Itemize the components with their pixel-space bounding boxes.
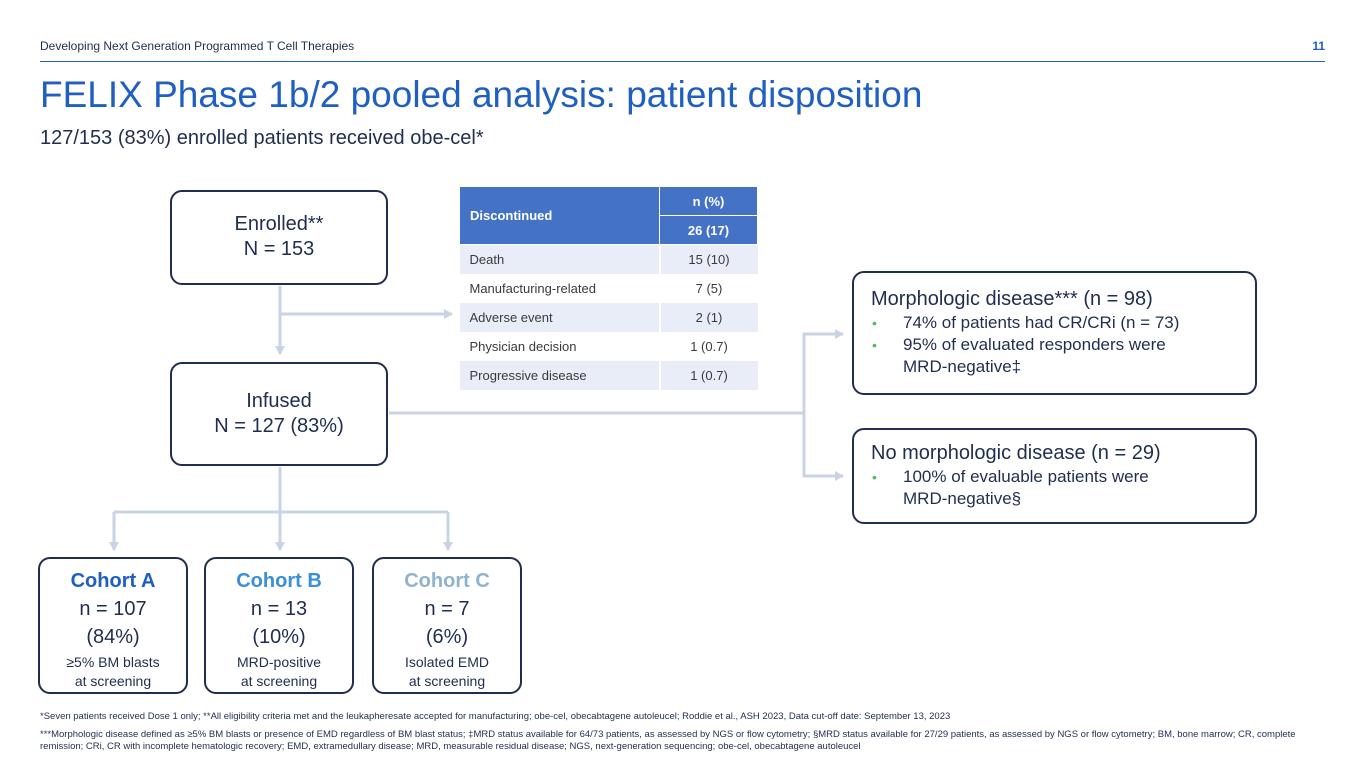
reason-cell: Progressive disease xyxy=(459,360,660,390)
cohort-b-box: Cohort B n = 13 (10%) MRD-positive at sc… xyxy=(204,557,354,694)
cohort-c-desc-line1: Isolated EMD xyxy=(404,654,490,670)
value-cell: 1 (0.7) xyxy=(658,331,758,361)
no-morphologic-bullet-1-line1: 100% of evaluable patients were xyxy=(903,467,1149,486)
cohort-a-n: n = 107 xyxy=(79,598,147,620)
footnote-1: *Seven patients received Dose 1 only; **… xyxy=(40,711,951,722)
enrolled-label: Enrolled** xyxy=(234,213,324,235)
header-divider xyxy=(40,61,1325,62)
slide-subtitle: 127/153 (83%) enrolled patients received… xyxy=(40,127,484,149)
cohort-b-desc-line2: at screening xyxy=(240,673,318,689)
cohort-b-name: Cohort B xyxy=(236,570,322,592)
morphologic-bullet-1-text: 74% of patients had CR/CRi (n = 73) xyxy=(903,313,1180,332)
reason-cell: Adverse event xyxy=(459,302,660,332)
cohort-a-name: Cohort A xyxy=(70,570,156,592)
morphologic-bullet-2: • 95% of evaluated responders were MRD-n… xyxy=(871,334,1255,378)
table-row: Death 15 (10) xyxy=(459,244,758,274)
table-row: Manufacturing-related 7 (5) xyxy=(459,273,758,303)
cohort-a-desc-line2: at screening xyxy=(74,673,152,689)
cohort-c-name: Cohort C xyxy=(404,570,490,592)
value-cell: 2 (1) xyxy=(658,302,758,332)
footnote-2: ***Morphologic disease defined as ≥5% BM… xyxy=(40,729,1296,752)
no-morphologic-bullet-1: • 100% of evaluable patients were MRD-ne… xyxy=(871,466,1255,510)
enrolled-box: Enrolled** N = 153 xyxy=(170,190,388,285)
discontinued-total: 26 (17) xyxy=(659,215,758,245)
cohort-b-percent: (10%) xyxy=(252,626,306,648)
morphologic-bullet-1: • 74% of patients had CR/CRi (n = 73) xyxy=(871,312,1255,334)
no-morphologic-disease-box: No morphologic disease (n = 29) • 100% o… xyxy=(852,428,1257,524)
value-cell: 7 (5) xyxy=(658,273,758,303)
cohort-b-n: n = 13 xyxy=(250,598,308,620)
morphologic-disease-box: Morphologic disease*** (n = 98) • 74% of… xyxy=(852,271,1257,395)
infused-box: Infused N = 127 (83%) xyxy=(170,362,388,466)
cohort-a-percent: (84%) xyxy=(86,626,140,648)
no-morphologic-title: No morphologic disease (n = 29) xyxy=(871,442,1161,464)
n-percent-header: n (%) xyxy=(659,186,758,216)
reason-cell: Death xyxy=(459,244,660,274)
page-number: 11 xyxy=(1312,39,1325,53)
no-morphologic-bullet-1-line2: MRD-negative§ xyxy=(903,489,1022,508)
discontinued-header: Discontinued xyxy=(459,186,660,245)
cohort-a-desc-line1: ≥5% BM blasts xyxy=(66,654,160,670)
discontinued-table: Discontinued n (%) 26 (17) Death 15 (10)… xyxy=(459,186,758,390)
header-title: Developing Next Generation Programmed T … xyxy=(40,39,355,53)
cohort-a-box: Cohort A n = 107 (84%) ≥5% BM blasts at … xyxy=(38,557,188,694)
value-cell: 1 (0.7) xyxy=(658,360,758,390)
cohort-b-desc-line1: MRD-positive xyxy=(236,654,321,670)
cohort-c-percent: (6%) xyxy=(425,626,469,648)
bullet-dot-icon: • xyxy=(872,469,877,485)
morphologic-title: Morphologic disease*** (n = 98) xyxy=(871,288,1153,310)
connector-infused-disease xyxy=(389,329,844,415)
cohort-c-box: Cohort C n = 7 (6%) Isolated EMD at scre… xyxy=(372,557,522,694)
connector-infused-no-disease xyxy=(802,413,844,481)
value-cell: 15 (10) xyxy=(658,244,758,274)
infused-label: Infused xyxy=(246,390,312,412)
bullet-dot-icon: • xyxy=(872,315,877,331)
bullet-dot-icon: • xyxy=(872,337,877,353)
reason-cell: Physician decision xyxy=(459,331,660,361)
table-row: Adverse event 2 (1) xyxy=(459,302,758,332)
reason-cell: Manufacturing-related xyxy=(459,273,660,303)
cohort-c-n: n = 7 xyxy=(424,598,470,620)
infused-count: N = 127 (83%) xyxy=(214,415,344,437)
table-row: Physician decision 1 (0.7) xyxy=(459,331,758,361)
table-row: Progressive disease 1 (0.7) xyxy=(459,360,758,390)
enrolled-count: N = 153 xyxy=(243,238,315,260)
slide-title: FELIX Phase 1b/2 pooled analysis: patien… xyxy=(40,74,923,115)
cohort-c-desc-line2: at screening xyxy=(408,673,486,689)
morphologic-bullet-2-line1: 95% of evaluated responders were xyxy=(903,335,1166,354)
morphologic-bullet-2-line2: MRD-negative‡ xyxy=(903,357,1022,376)
